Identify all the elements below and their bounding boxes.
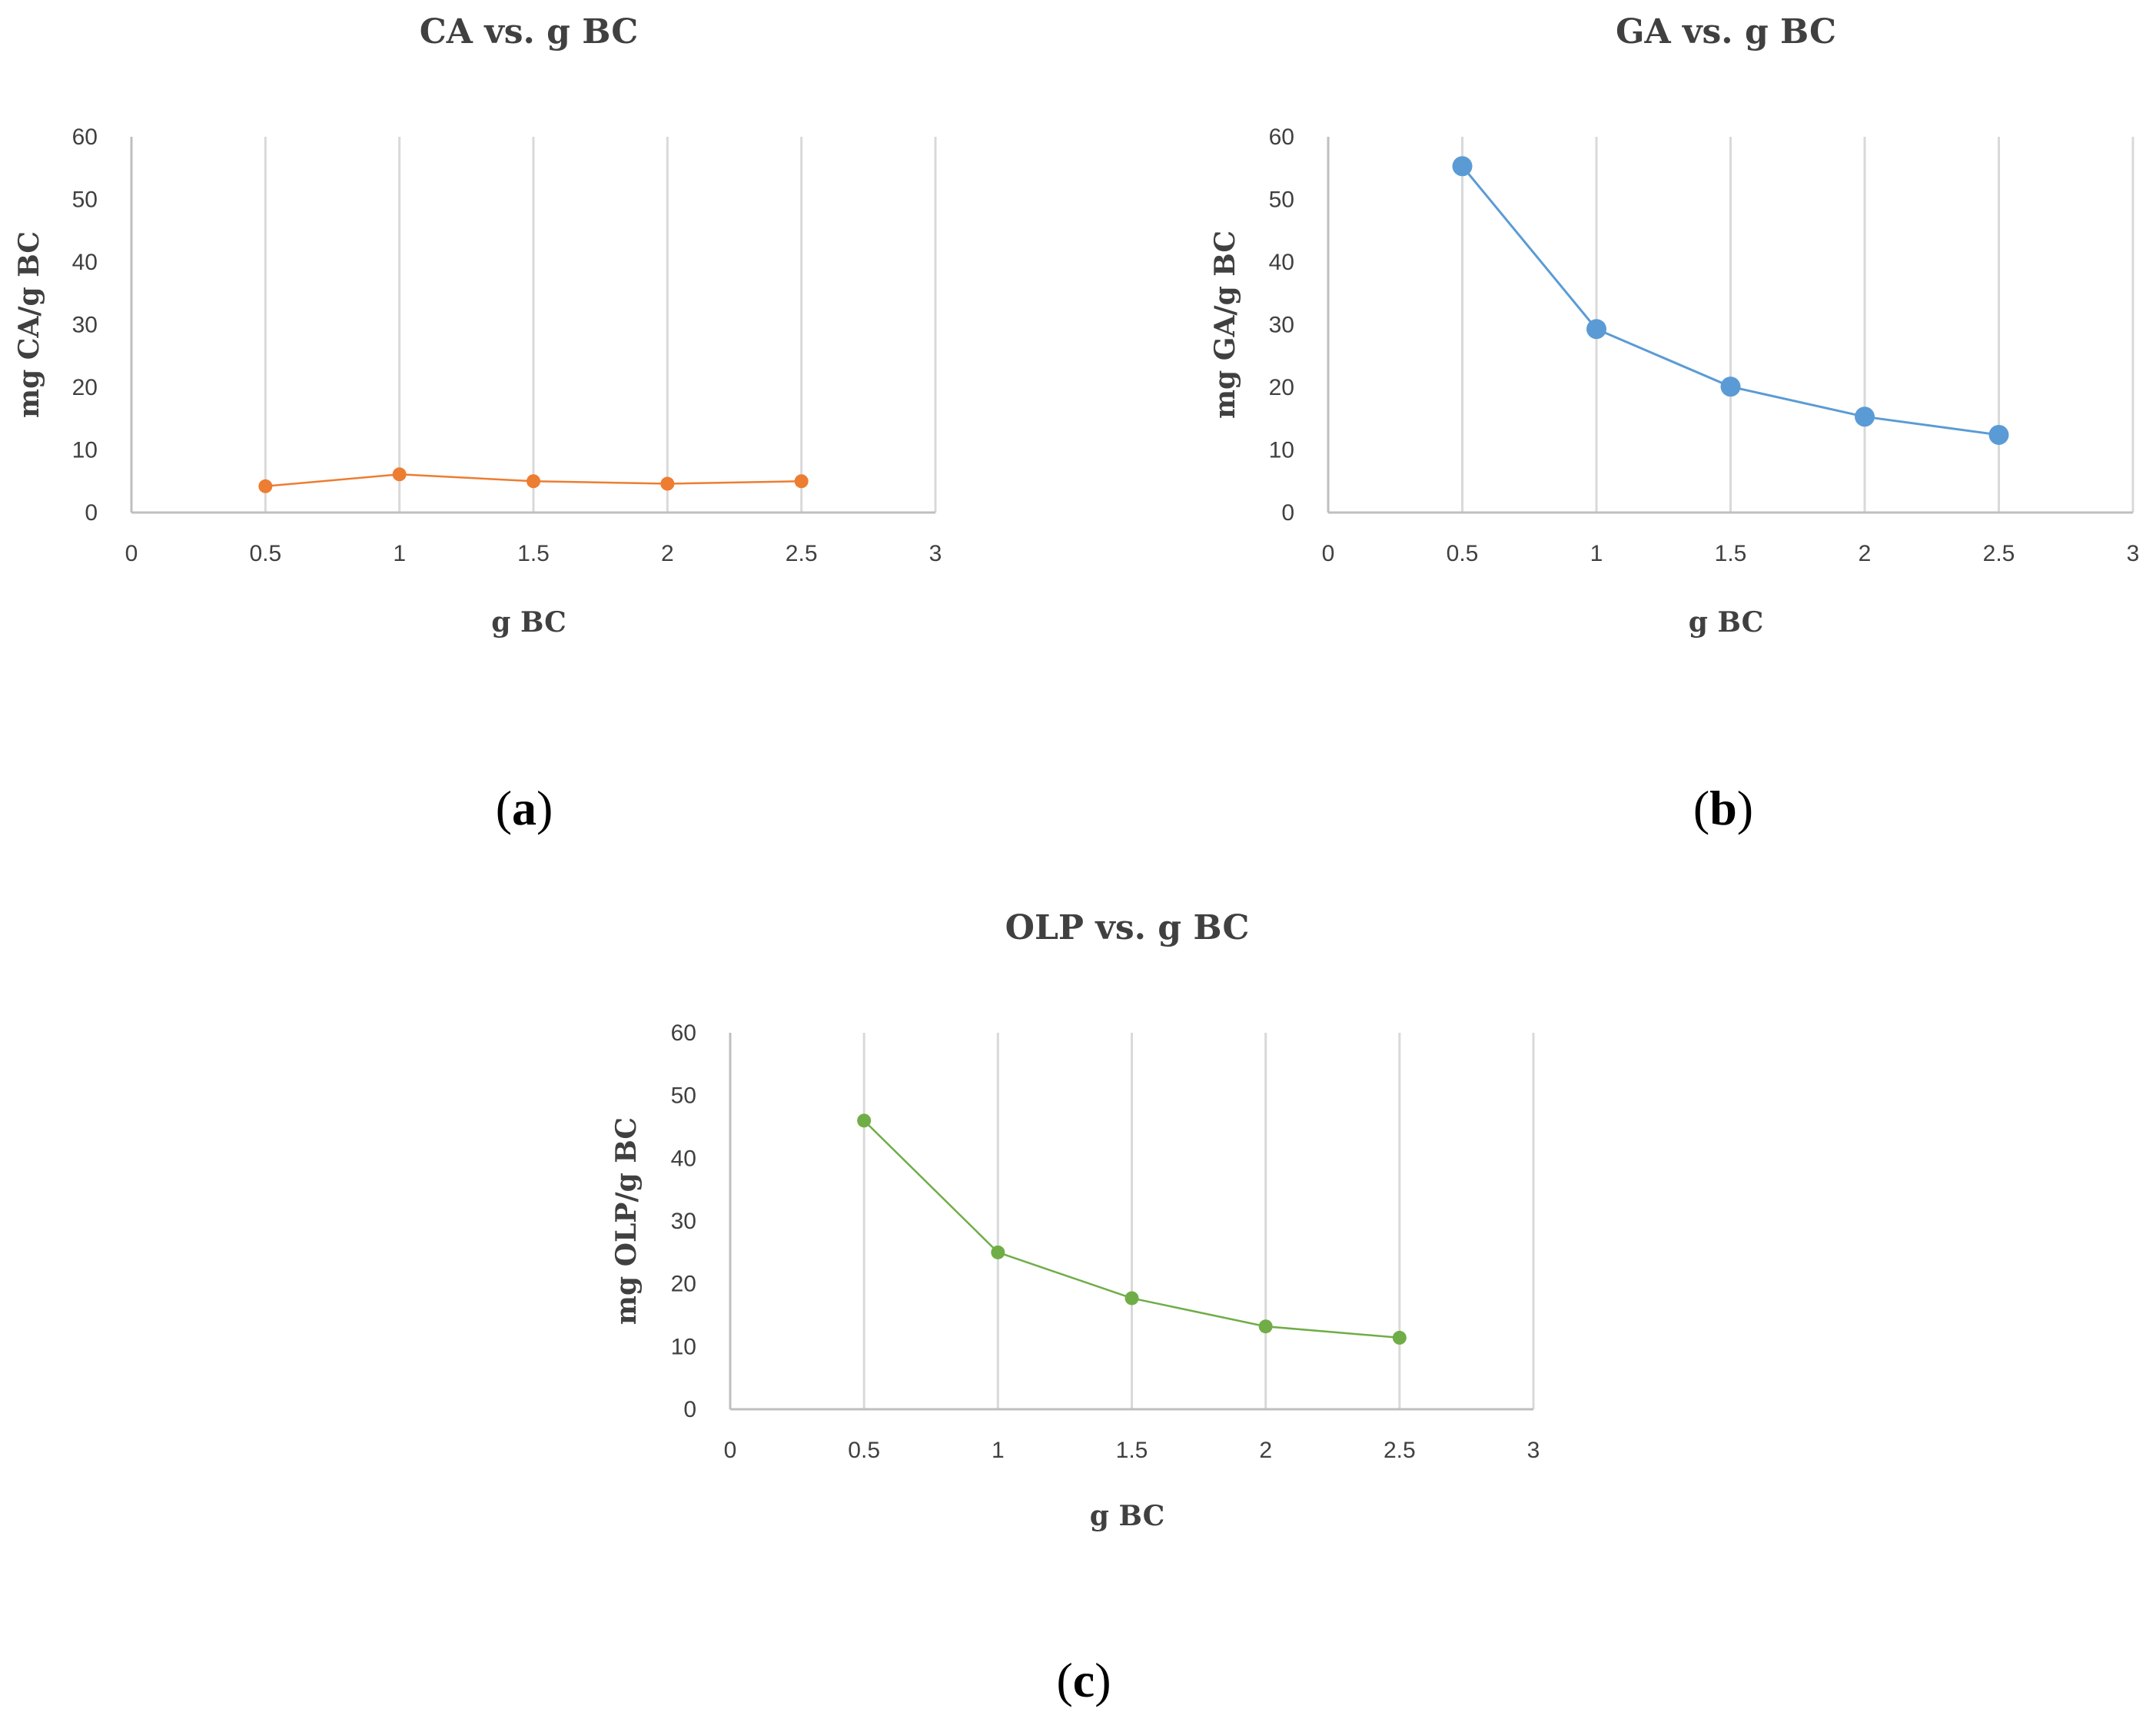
data-point — [1258, 1319, 1273, 1334]
y-tick-label: 0 — [1281, 500, 1294, 526]
x-tick-label: 0.5 — [1447, 541, 1479, 566]
caption-c: (c) — [1056, 1653, 1111, 1707]
x-tick-label: 1 — [393, 541, 406, 566]
data-point — [1586, 319, 1606, 340]
x-tick-label: 2.5 — [1384, 1438, 1416, 1463]
data-point — [1452, 156, 1473, 177]
y-axis-title: mg CA/g BC — [13, 231, 45, 418]
chart-panel-c: 0 10 20 30 40 50 60 0 0.5 1 1.5 2 2.5 3 OLP vs. g BC g … — [610, 908, 1540, 1532]
x-tick-label: 2 — [1859, 541, 1872, 566]
caption-b: (b) — [1693, 781, 1753, 835]
y-tick-label: 40 — [1269, 250, 1294, 275]
x-tick-label: 2.5 — [786, 541, 818, 566]
x-tick-label: 1 — [1590, 541, 1603, 566]
y-tick-label: 60 — [1269, 124, 1294, 150]
x-axis-title: g BC — [491, 606, 566, 639]
x-tick-label: 3 — [929, 541, 942, 566]
x-tick-label: 0.5 — [249, 541, 281, 566]
y-tick-label: 30 — [1269, 313, 1294, 338]
x-tick-label: 2 — [661, 541, 674, 566]
y-tick-label: 20 — [72, 375, 98, 400]
data-point — [392, 467, 407, 482]
x-tick-label: 1.5 — [517, 541, 550, 566]
chart-panel-a: 0 10 20 30 40 50 60 0 0.5 1 1.5 2 2.5 3 CA vs. g BC g B… — [13, 12, 942, 639]
data-point — [1392, 1330, 1407, 1345]
y-tick-label: 0 — [85, 500, 98, 526]
x-tick-label: 1.5 — [1116, 1438, 1148, 1463]
x-axis-title: g BC — [1090, 1500, 1164, 1532]
x-tick-label: 0 — [724, 1438, 737, 1463]
chart-panel-b: 0 10 20 30 40 50 60 0 0.5 1 1.5 2 2.5 3 GA vs. g BC g B… — [1209, 12, 2139, 639]
y-tick-label: 20 — [671, 1272, 696, 1297]
x-tick-label: 0 — [1322, 541, 1335, 566]
data-point — [1988, 424, 2009, 445]
data-point — [1855, 406, 1875, 427]
x-tick-label: 1.5 — [1715, 541, 1747, 566]
y-tick-label: 50 — [1269, 187, 1294, 213]
y-tick-label: 50 — [72, 187, 98, 213]
y-tick-label: 10 — [671, 1334, 696, 1359]
y-axis-title: mg GA/g BC — [1209, 231, 1241, 419]
x-tick-label: 2 — [1259, 1438, 1272, 1463]
y-tick-label: 10 — [72, 438, 98, 463]
data-point — [857, 1113, 872, 1128]
x-tick-label: 0.5 — [848, 1438, 880, 1463]
y-tick-label: 0 — [683, 1397, 696, 1422]
y-tick-label: 60 — [72, 124, 98, 150]
x-axis-title: g BC — [1689, 606, 1763, 639]
y-tick-label: 40 — [671, 1146, 696, 1171]
data-point — [1720, 377, 1741, 397]
y-tick-label: 10 — [1269, 438, 1294, 463]
y-tick-label: 40 — [72, 250, 98, 275]
x-tick-label: 3 — [1527, 1438, 1540, 1463]
data-point — [258, 479, 273, 493]
y-tick-label: 30 — [671, 1209, 696, 1234]
chart-title: CA vs. g BC — [420, 12, 639, 51]
x-tick-label: 2.5 — [1983, 541, 2015, 566]
y-tick-label: 60 — [671, 1020, 696, 1046]
data-point — [527, 474, 540, 489]
y-tick-label: 20 — [1269, 375, 1294, 400]
data-point — [991, 1245, 1005, 1259]
y-tick-label: 50 — [671, 1083, 696, 1109]
x-tick-label: 1 — [992, 1438, 1005, 1463]
chart-title: OLP vs. g BC — [1005, 908, 1250, 947]
data-point — [794, 474, 809, 489]
data-point — [660, 476, 675, 491]
caption-a: (a) — [496, 781, 553, 835]
data-point — [1125, 1291, 1139, 1306]
x-tick-label: 0 — [125, 541, 138, 566]
x-tick-label: 3 — [2127, 541, 2140, 566]
y-axis-title: mg OLP/g BC — [610, 1117, 643, 1325]
chart-title: GA vs. g BC — [1616, 12, 1836, 51]
y-tick-label: 30 — [72, 313, 98, 338]
